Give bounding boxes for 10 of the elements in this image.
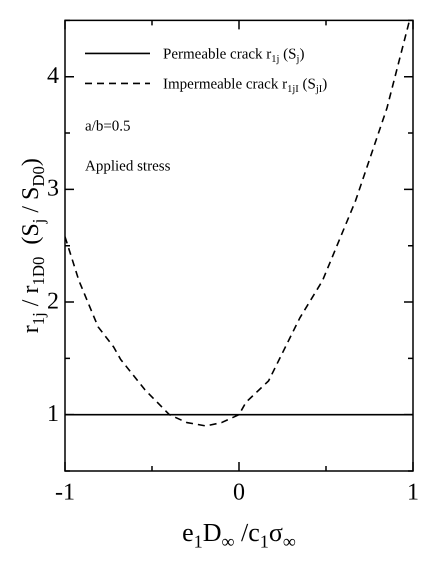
x-tick-label: -1 xyxy=(55,480,75,506)
y-tick-label: 1 xyxy=(47,400,59,427)
y-tick-label: 2 xyxy=(47,288,59,314)
x-tick-label: 0 xyxy=(233,480,245,506)
y-tick-label: 3 xyxy=(47,176,59,202)
y-tick-label: 4 xyxy=(47,63,59,90)
text: r1j / r1D0 (Sj / SD0) xyxy=(18,158,48,334)
annotation: a/b=0.5 xyxy=(85,118,131,134)
x-tick-label: 1 xyxy=(407,480,419,506)
annotation: Applied stress xyxy=(85,158,171,174)
